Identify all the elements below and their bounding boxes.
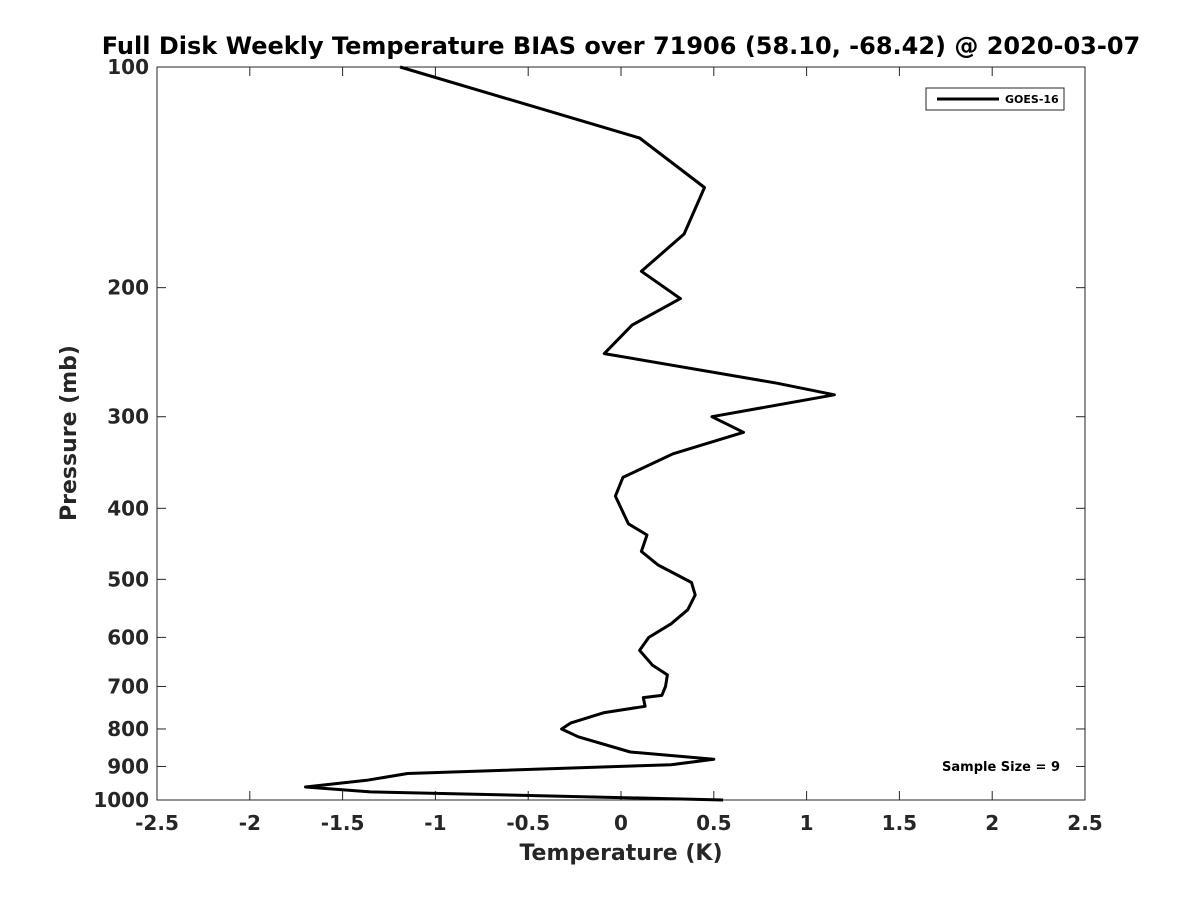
y-axis-ticks: 100 200 300 400 500 600 700 800 900 1000 <box>93 55 1085 812</box>
y-tick-label: 700 <box>107 674 149 698</box>
x-tick-label: 1 <box>800 811 814 835</box>
x-axis-label: Temperature (K) <box>519 841 722 866</box>
sample-size-annotation: Sample Size = 9 <box>942 760 1060 775</box>
y-tick-label: 100 <box>107 55 149 79</box>
plot-area: -2.5 -2 -1.5 -1 -0.5 0 0.5 1 1.5 2 2.5 100 200 300 40… <box>93 55 1102 835</box>
legend-entry-goes-16: GOES-16 <box>1005 93 1059 106</box>
y-tick-label: 300 <box>107 405 149 429</box>
y-tick-label: 500 <box>107 567 149 591</box>
x-tick-label: -1 <box>424 811 446 835</box>
y-tick-label: 900 <box>107 754 149 778</box>
x-tick-label: 2 <box>985 811 999 835</box>
x-tick-label: 0.5 <box>696 811 731 835</box>
x-tick-label: -2 <box>239 811 261 835</box>
chart-title: Full Disk Weekly Temperature BIAS over 7… <box>102 32 1141 60</box>
axes-box <box>156 66 1086 801</box>
y-axis-label: Pressure (mb) <box>57 345 82 521</box>
y-tick-label: 400 <box>107 496 149 520</box>
series-layer <box>304 65 836 802</box>
y-tick-label: 600 <box>107 625 149 649</box>
x-tick-label: 1.5 <box>882 811 917 835</box>
x-axis-ticks: -2.5 -2 -1.5 -1 -0.5 0 0.5 1 1.5 2 2.5 <box>135 67 1103 835</box>
y-tick-label: 200 <box>107 276 149 300</box>
x-tick-label: 2.5 <box>1067 811 1102 835</box>
y-tick-label: 800 <box>107 717 149 741</box>
series-line-goes-16 <box>304 65 836 802</box>
x-tick-label: 0 <box>614 811 628 835</box>
x-tick-label: -1.5 <box>321 811 365 835</box>
y-tick-label: 1000 <box>93 788 149 812</box>
x-tick-label: -0.5 <box>506 811 550 835</box>
x-tick-label: -2.5 <box>135 811 179 835</box>
legend: GOES-16 <box>925 87 1065 111</box>
